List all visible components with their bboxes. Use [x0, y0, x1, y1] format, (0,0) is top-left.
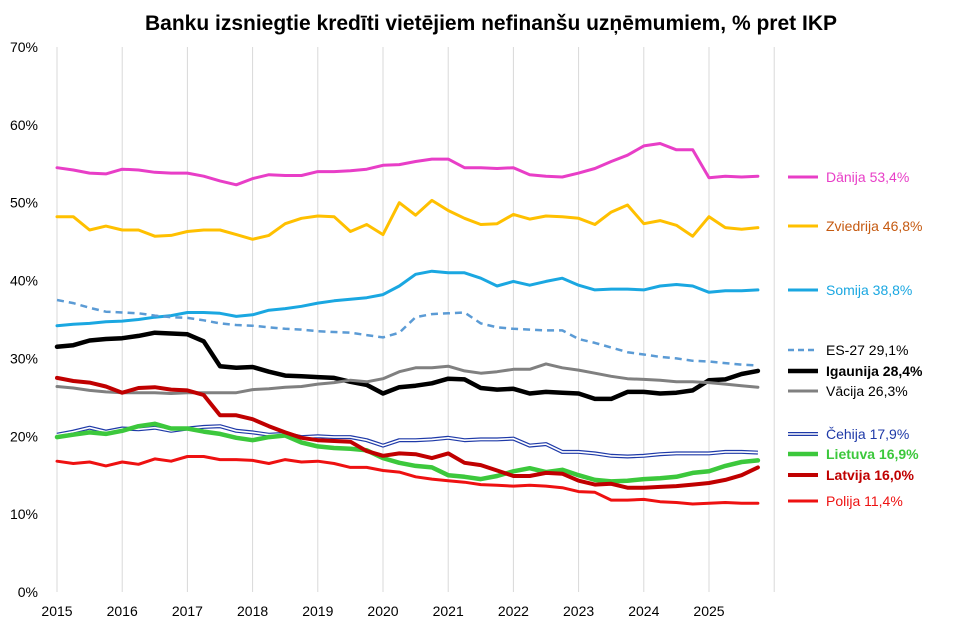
- series-line-vacija: [55, 362, 760, 395]
- legend: Dānija 53,4% Zviedrija 46,8% Somija 38,8% E…: [788, 169, 923, 509]
- x-tick-label: 2022: [498, 603, 529, 619]
- x-tick-label: 2020: [367, 603, 398, 619]
- series-line-polija: [55, 455, 760, 506]
- x-tick-label: 2016: [107, 603, 138, 619]
- legend-label-vacija: Vācija 26,3%: [826, 383, 908, 399]
- series-line-lietuva: [54, 421, 761, 484]
- series-line-zviedrija: [55, 198, 760, 241]
- gridlines: [56, 47, 775, 592]
- x-tick-label: 2015: [41, 603, 72, 619]
- y-tick-label: 50%: [10, 195, 38, 211]
- x-tick-label: 2025: [693, 603, 724, 619]
- y-tick-label: 40%: [10, 273, 38, 289]
- y-tick-label: 0%: [18, 584, 38, 600]
- legend-label-zviedrija: Zviedrija 46,8%: [826, 218, 923, 234]
- legend-label-lietuva: Lietuva 16,9%: [826, 446, 919, 462]
- legend-label-latvija: Latvija 16,0%: [826, 467, 914, 483]
- legend-label-danija: Dānija 53,4%: [826, 169, 909, 185]
- x-tick-label: 2024: [628, 603, 659, 619]
- legend-label-igaunija: Igaunija 28,4%: [826, 363, 923, 379]
- legend-label-cehija: Čehija 17,9%: [826, 426, 909, 442]
- x-axis-ticks: 2015 2016 2017 2018 2019 2020 2021 2022 2023 2024…: [41, 603, 724, 619]
- y-tick-label: 30%: [10, 350, 38, 366]
- series-line-somija: [55, 269, 760, 328]
- legend-label-polija: Polija 11,4%: [826, 493, 903, 509]
- series-line-es27: [56, 298, 758, 367]
- legend-label-somija: Somija 38,8%: [826, 282, 912, 298]
- y-tick-label: 20%: [10, 428, 38, 444]
- y-tick-label: 60%: [10, 117, 38, 133]
- y-tick-label: 70%: [10, 39, 38, 55]
- x-tick-label: 2018: [237, 603, 268, 619]
- chart-title: Banku izsniegtie kredīti vietējiem nefin…: [145, 12, 837, 35]
- series-line-igaunija: [54, 330, 761, 402]
- y-axis-ticks: 0% 10% 20% 30% 40% 50% 60% 70%: [10, 39, 38, 600]
- series-line-danija: [55, 142, 760, 187]
- y-tick-label: 10%: [10, 506, 38, 522]
- series-lines: [54, 142, 761, 506]
- legend-label-es27: ES-27 29,1%: [826, 342, 909, 358]
- x-tick-label: 2023: [563, 603, 594, 619]
- x-tick-label: 2017: [172, 603, 203, 619]
- x-tick-label: 2019: [302, 603, 333, 619]
- series-line-latvija: [55, 375, 760, 490]
- x-tick-label: 2021: [433, 603, 464, 619]
